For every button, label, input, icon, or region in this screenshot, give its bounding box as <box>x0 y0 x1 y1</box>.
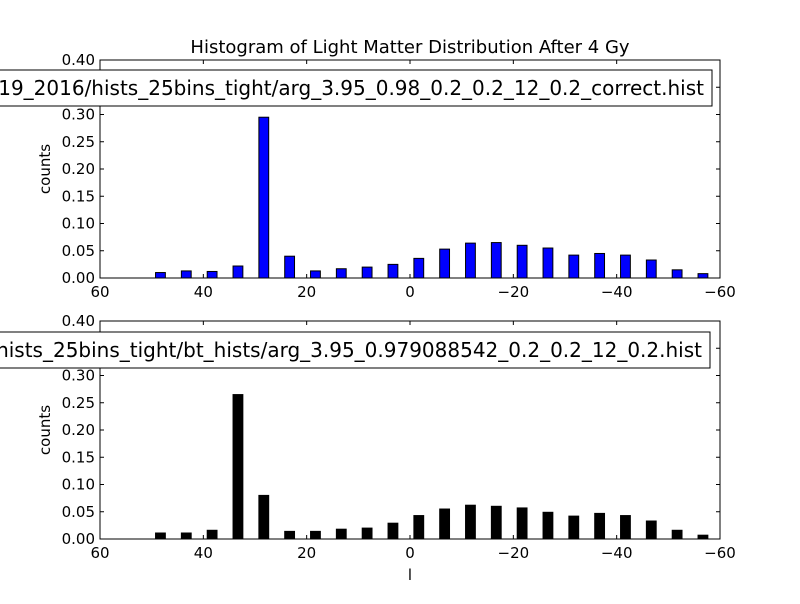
y-tick-label: 0.10 <box>62 476 95 494</box>
histogram-bar <box>568 515 580 540</box>
histogram-bar <box>310 530 321 540</box>
top-histogram-panel: 60 40 20 0 −20 −40 −60 0.00 0.05 0.10 0.15 0.20 0.25… <box>0 51 736 301</box>
histogram-bar <box>620 515 631 540</box>
y-tick-label: 0.25 <box>62 133 95 151</box>
x-tick-label: −60 <box>704 544 736 562</box>
histogram-bar <box>335 268 347 279</box>
x-tick-label: 60 <box>90 283 109 301</box>
bottom-x-axis-label: l <box>408 566 412 584</box>
histogram-bar <box>232 265 244 279</box>
histogram-bar <box>594 512 606 540</box>
top-legend-box <box>0 69 713 107</box>
x-tick-label: 20 <box>297 544 316 562</box>
y-tick-label: 0.00 <box>62 269 95 287</box>
x-tick-label: −20 <box>498 544 530 562</box>
y-tick-label: 0.05 <box>62 503 95 521</box>
y-tick-label: 0.10 <box>62 215 95 233</box>
bottom-legend: hists_25bins_tight/bt_hists/arg_3.95_0.9… <box>0 331 711 369</box>
bottom-legend-box <box>0 331 711 369</box>
histogram-bar <box>232 394 244 540</box>
histogram-bar <box>671 529 683 540</box>
top-y-axis-label: counts <box>36 144 54 194</box>
histogram-bar <box>697 534 709 540</box>
histogram-bar <box>465 242 476 279</box>
top-legend-text: 19_2016/hists_25bins_tight/arg_3.95_0.98… <box>0 76 704 100</box>
histogram-bar <box>465 504 476 540</box>
histogram-bar <box>645 520 657 540</box>
y-tick-label: 0.00 <box>62 530 95 548</box>
histogram-bar <box>516 507 528 540</box>
histogram-bar <box>413 257 425 279</box>
histogram-bar <box>439 248 451 279</box>
histogram-bar <box>258 116 270 279</box>
histogram-bar <box>542 247 554 279</box>
histogram-bar <box>284 255 296 279</box>
histogram-bar <box>645 259 657 279</box>
histogram-bar <box>413 515 425 540</box>
y-tick-label: 0.25 <box>62 394 95 412</box>
y-tick-label: 0.15 <box>62 448 95 466</box>
histogram-bar <box>284 530 296 540</box>
histogram-bar <box>258 494 270 540</box>
bottom-y-axis-label: counts <box>36 405 54 455</box>
histogram-bar <box>516 244 528 279</box>
y-tick-label: 0.20 <box>62 421 95 439</box>
bottom-bars <box>155 394 709 540</box>
histogram-bar <box>361 527 373 540</box>
histogram-bar <box>206 529 218 540</box>
histogram-bar <box>387 522 399 540</box>
histogram-bar <box>387 263 399 279</box>
x-tick-label: 60 <box>90 544 109 562</box>
histogram-bar <box>697 273 709 279</box>
x-tick-label: −40 <box>601 544 633 562</box>
y-tick-label: 0.20 <box>62 160 95 178</box>
x-tick-label: −60 <box>704 283 736 301</box>
x-tick-label: 0 <box>405 283 415 301</box>
bottom-legend-text: hists_25bins_tight/bt_hists/arg_3.95_0.9… <box>0 338 702 362</box>
y-tick-label: 0.05 <box>62 242 95 260</box>
histogram-bar <box>490 242 502 279</box>
y-tick-label: 0.40 <box>62 51 95 69</box>
bottom-histogram-panel: 60 40 20 0 −20 −40 −60 0.00 0.05 0.10 0.15 0.20 0.25… <box>0 312 736 584</box>
histogram-bar <box>180 532 192 540</box>
histogram-bar <box>180 270 192 279</box>
x-tick-label: 20 <box>297 283 316 301</box>
histogram-bar <box>206 270 218 279</box>
x-tick-label: −40 <box>601 283 633 301</box>
histogram-bar <box>439 508 451 540</box>
histogram-bar <box>671 269 683 279</box>
histogram-bar <box>155 532 166 540</box>
top-legend: 19_2016/hists_25bins_tight/arg_3.95_0.98… <box>0 69 713 107</box>
x-tick-label: 40 <box>194 283 213 301</box>
y-tick-label: 0.40 <box>62 312 95 330</box>
x-tick-label: 0 <box>405 544 415 562</box>
histogram-bar <box>310 270 321 279</box>
chart-title: Histogram of Light Matter Distribution A… <box>190 37 629 58</box>
histogram-bar <box>155 272 166 279</box>
y-tick-label: 0.30 <box>62 106 95 124</box>
histogram-bar <box>361 266 373 279</box>
histogram-bar <box>335 528 347 540</box>
histogram-bar <box>542 511 554 540</box>
y-tick-label: 0.15 <box>62 187 95 205</box>
y-tick-label: 0.30 <box>62 367 95 385</box>
x-tick-label: −20 <box>498 283 530 301</box>
histogram-bar <box>594 252 606 279</box>
histogram-bar <box>568 254 580 279</box>
histogram-bar <box>490 505 502 540</box>
histogram-bar <box>620 254 631 279</box>
x-tick-label: 40 <box>194 544 213 562</box>
